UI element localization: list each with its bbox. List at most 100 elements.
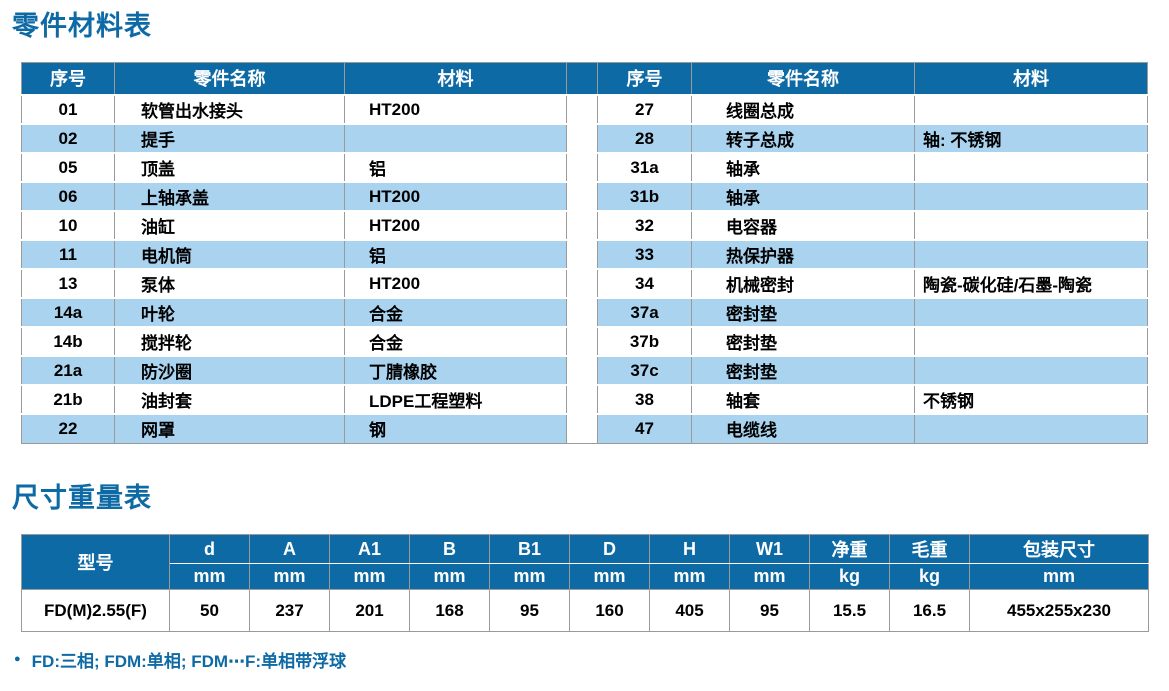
part-no-cell: 33 (597, 239, 692, 270)
part-material-cell (914, 355, 1148, 386)
part-material-cell (914, 210, 1148, 241)
parts-table-row: 14a 叶轮 合金 37a 密封垫 (21, 297, 1148, 328)
part-no-cell: 13 (21, 268, 115, 299)
spacer-cell (566, 413, 598, 444)
dims-header-unit-row: mm mm mm mm mm mm mm mm kg kg mm (22, 563, 1149, 591)
parts-table-row: 21b 油封套 LDPE工程塑料 38 轴套 不锈钢 (21, 384, 1148, 415)
parts-table-row: 22 网罩钢 47 电缆线 (21, 413, 1148, 444)
part-material-cell (914, 152, 1148, 183)
parts-header-no-right: 序号 (597, 61, 692, 96)
parts-header-no-left: 序号 (21, 61, 115, 96)
dim-col-unit: mm (329, 563, 410, 591)
dim-col-unit: mm (729, 563, 810, 591)
part-no-cell: 14a (21, 297, 115, 328)
parts-header-material-left: 材料 (344, 61, 567, 96)
parts-header-spacer (566, 61, 598, 96)
dim-col-label: 毛重 (889, 534, 970, 565)
part-material-cell: 轴: 不锈钢 (914, 123, 1148, 154)
parts-table-row: 21a 防沙圈 丁腈橡胶 37c 密封垫 (21, 355, 1148, 386)
dim-col-label: D (569, 534, 650, 565)
dims-header-label-row: 型号 d A A1 B B1 D H W1 净重 毛重 包装尺寸 (21, 534, 1149, 591)
parts-table-row: 14b 搅拌轮 合金 37b 密封垫 (21, 326, 1148, 357)
dim-col-label: A (249, 534, 330, 565)
dim-value-cell: 160 (569, 589, 650, 633)
part-name-cell: 油缸 (114, 210, 345, 241)
part-material-cell (914, 239, 1148, 270)
dim-value-cell: 95 (729, 589, 810, 633)
spacer-cell (566, 239, 598, 270)
dim-value-cell: 237 (249, 589, 330, 633)
dim-col-label: B (409, 534, 490, 565)
parts-table-row: 05 顶盖铝 31a 轴承 (21, 152, 1148, 183)
dims-table-title: 尺寸重量表 (12, 482, 152, 513)
dim-value-cell: 95 (489, 589, 570, 633)
parts-table-row: 06 上轴承盖 HT200 31b 轴承 (21, 181, 1148, 212)
dim-col-label: d (169, 534, 250, 565)
part-name-cell: 泵体 (114, 268, 345, 299)
dim-col-label: 净重 (809, 534, 890, 565)
parts-header-name-left: 零件名称 (114, 61, 345, 96)
spacer-cell (566, 123, 598, 154)
part-material-cell: 合金 (344, 297, 567, 328)
part-material-cell: HT200 (344, 210, 567, 241)
spacer-cell (566, 94, 598, 125)
part-name-cell: 密封垫 (691, 326, 915, 357)
part-no-cell: 05 (21, 152, 115, 183)
part-material-cell (914, 326, 1148, 357)
part-no-cell: 31b (597, 181, 692, 212)
part-no-cell: 37c (597, 355, 692, 386)
part-no-cell: 22 (21, 413, 115, 444)
footnote: ● FD:三相; FDM:单相; FDM⋯F:单相带浮球 (14, 647, 1169, 672)
part-name-cell: 电缆线 (691, 413, 915, 444)
part-name-cell: 电机筒 (114, 239, 345, 270)
part-material-cell: 铝 (344, 239, 567, 270)
part-material-cell (914, 413, 1148, 444)
parts-table-title: 零件材料表 (12, 11, 152, 41)
part-name-cell: 密封垫 (691, 297, 915, 328)
part-no-cell: 21a (21, 355, 115, 386)
dim-col-label: B1 (489, 534, 570, 565)
dim-col-label: A1 (329, 534, 410, 565)
part-material-cell (914, 181, 1148, 212)
part-no-cell: 14b (21, 326, 115, 357)
dim-col-unit: mm (569, 563, 650, 591)
part-no-cell: 21b (21, 384, 115, 415)
dim-col-unit: mm (969, 563, 1149, 591)
part-name-cell: 防沙圈 (114, 355, 345, 386)
bullet-icon: ● (14, 653, 21, 666)
part-no-cell: 11 (21, 239, 115, 270)
part-no-cell: 32 (597, 210, 692, 241)
part-name-cell: 提手 (114, 123, 345, 154)
parts-table-row: 11 电机筒铝 33 热保护器 (21, 239, 1148, 270)
dim-col-label: 包装尺寸 (969, 534, 1149, 565)
dims-table-body: FD(M)2.55(F) 50 237 201 168 95 160 405 95 15.5 16.… (21, 589, 1149, 633)
part-name-cell: 机械密封 (691, 268, 915, 299)
part-no-cell: 28 (597, 123, 692, 154)
part-name-cell: 电容器 (691, 210, 915, 241)
dim-value-cell: 455x255x230 (969, 589, 1149, 633)
part-name-cell: 轴承 (691, 181, 915, 212)
part-material-cell (344, 123, 567, 154)
model-cell: FD(M)2.55(F) (21, 589, 170, 633)
part-no-cell: 31a (597, 152, 692, 183)
part-name-cell: 软管出水接头 (114, 94, 345, 125)
part-name-cell: 轴承 (691, 152, 915, 183)
part-name-cell: 轴套 (691, 384, 915, 415)
part-material-cell: 铝 (344, 152, 567, 183)
dim-col-unit: mm (409, 563, 490, 591)
spacer-cell (566, 268, 598, 299)
dim-col-unit: kg (809, 563, 890, 591)
dim-col-unit: mm (649, 563, 730, 591)
part-material-cell (914, 94, 1148, 125)
part-no-cell: 27 (597, 94, 692, 125)
part-material-cell: 陶瓷-碳化硅/石墨-陶瓷 (914, 268, 1148, 299)
part-no-cell: 37b (597, 326, 692, 357)
part-name-cell: 网罩 (114, 413, 345, 444)
part-material-cell: LDPE工程塑料 (344, 384, 567, 415)
parts-table-body: 01 软管出水接头 HT200 27 线圈总成 02 提手 28 转子总成 轴: 不锈钢 05 顶盖铝… (21, 94, 1148, 444)
part-material-cell: 合金 (344, 326, 567, 357)
part-no-cell: 01 (21, 94, 115, 125)
part-name-cell: 上轴承盖 (114, 181, 345, 212)
footnote-text: FD:三相; FDM:单相; FDM⋯F:单相带浮球 (31, 652, 347, 672)
part-material-cell: HT200 (344, 94, 567, 125)
